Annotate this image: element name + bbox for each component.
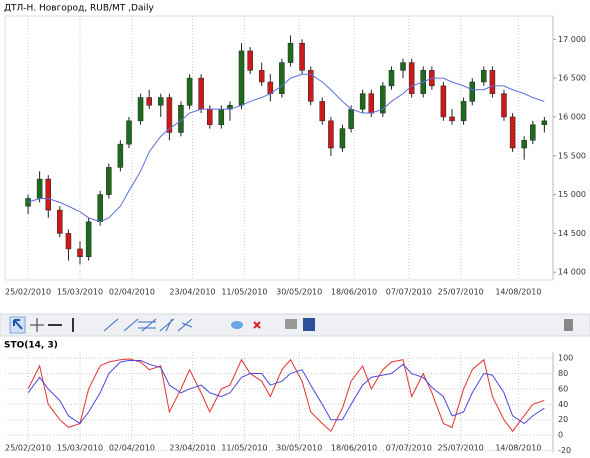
candle-body xyxy=(36,178,43,199)
y-tick-label: 100 xyxy=(558,354,573,363)
candle-body xyxy=(146,97,152,106)
candle-body xyxy=(106,167,112,195)
y-tick-label: 14 500 xyxy=(558,229,586,238)
candle-body xyxy=(449,116,455,122)
tool-pointer-icon xyxy=(13,319,23,330)
candle-body xyxy=(521,139,527,149)
y-tick-label: 0 xyxy=(558,431,563,440)
candle-body xyxy=(489,70,496,94)
x-tick-label: 23/04/2010 xyxy=(169,444,215,453)
candle-body xyxy=(57,209,63,234)
chart-title: ДТЛ-Н. Новгород, RUB/MT ,Daily xyxy=(4,4,154,14)
candle-body xyxy=(238,50,245,106)
candle-body xyxy=(126,120,132,145)
candle-body xyxy=(299,42,305,71)
candle-body xyxy=(328,120,334,149)
candle-body xyxy=(77,248,83,257)
candle-body xyxy=(97,194,103,223)
candle-body xyxy=(380,85,386,114)
candle-body xyxy=(157,97,164,106)
candle-body xyxy=(137,97,144,122)
y-tick-label: 20 xyxy=(558,415,568,424)
candle-body xyxy=(481,70,487,83)
x-tick-label: 02/04/2010 xyxy=(109,288,155,297)
x-tick-label: 11/05/2010 xyxy=(221,288,267,297)
x-tick-label: 18/06/2010 xyxy=(331,288,377,297)
y-tick-label: -20 xyxy=(558,446,571,455)
x-tick-label: 18/06/2010 xyxy=(331,444,377,453)
candle-body xyxy=(319,101,326,122)
stochastic-line xyxy=(27,359,545,425)
candle-body xyxy=(460,101,467,122)
candle-body xyxy=(279,62,285,94)
candle-body xyxy=(207,108,213,125)
candle-body xyxy=(348,108,354,129)
x-tick-label: 07/07/2010 xyxy=(386,288,432,297)
candle-body xyxy=(247,50,253,71)
candle-body xyxy=(45,178,52,211)
y-tick-label: 16 500 xyxy=(558,74,586,83)
x-tick-label: 02/04/2010 xyxy=(109,444,155,453)
candle-body xyxy=(166,97,173,133)
y-tick-label: 80 xyxy=(558,369,568,378)
candle-body xyxy=(400,62,406,71)
candle-body xyxy=(85,221,92,257)
y-tick-label: 40 xyxy=(558,400,568,409)
toolbar xyxy=(0,313,590,337)
tool-trash[interactable] xyxy=(564,319,573,331)
y-tick-label: 15 500 xyxy=(558,151,586,160)
x-tick-label: 15/03/2010 xyxy=(57,288,103,297)
y-tick-label: 15 000 xyxy=(558,190,586,199)
y-tick-label: 17 000 xyxy=(558,35,586,44)
moving-average-line xyxy=(27,73,545,223)
candle-body xyxy=(218,108,225,125)
tool-lines[interactable] xyxy=(103,318,193,332)
x-tick-label: 30/05/2010 xyxy=(276,288,322,297)
x-tick-label: 14/08/2010 xyxy=(495,288,541,297)
x-tick-label: 11/05/2010 xyxy=(221,444,267,453)
tool-crosshair[interactable] xyxy=(30,318,44,332)
candle-body xyxy=(339,128,346,149)
candle-body xyxy=(368,93,375,114)
candle-body xyxy=(307,70,314,102)
candle-body xyxy=(541,120,548,125)
candle-body xyxy=(440,85,447,118)
y-tick-label: 60 xyxy=(558,384,568,393)
candle-body xyxy=(65,233,72,250)
x-tick-label: 14/08/2010 xyxy=(495,444,541,453)
x-tick-label: 23/04/2010 xyxy=(169,288,215,297)
x-tick-label: 07/07/2010 xyxy=(386,444,432,453)
tool-ellipse[interactable] xyxy=(231,321,243,329)
x-tick-label: 25/07/2010 xyxy=(438,288,484,297)
tool-print[interactable] xyxy=(285,319,297,329)
candle-body xyxy=(287,42,294,63)
tool-delete[interactable] xyxy=(253,321,261,329)
candle-body xyxy=(501,93,507,118)
candle-body xyxy=(258,70,265,83)
x-tick-label: 15/03/2010 xyxy=(57,444,103,453)
x-tick-label: 25/02/2010 xyxy=(5,288,51,297)
candle-body xyxy=(469,81,475,102)
candle-body xyxy=(509,116,516,149)
x-tick-label: 25/07/2010 xyxy=(438,444,484,453)
stochastic-line xyxy=(27,358,545,433)
y-tick-label: 16 000 xyxy=(558,112,586,121)
candle-body xyxy=(388,70,395,87)
tool-save[interactable] xyxy=(303,318,315,331)
candle-body xyxy=(198,77,204,110)
candle-body xyxy=(117,143,124,168)
candle-body xyxy=(186,77,193,106)
x-tick-label: 30/05/2010 xyxy=(276,444,322,453)
candle-body xyxy=(359,93,366,110)
candle-body xyxy=(530,124,536,141)
y-tick-label: 14 000 xyxy=(558,268,586,277)
candle-body xyxy=(408,62,415,94)
x-tick-label: 25/02/2010 xyxy=(5,444,51,453)
indicator-title: STO(14, 3) xyxy=(4,341,58,351)
